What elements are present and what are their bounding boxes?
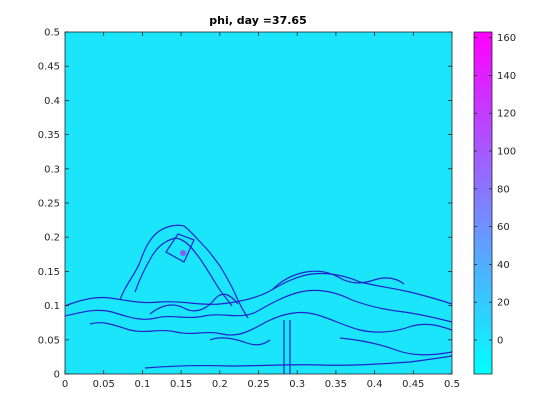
contour-peak-outer (119, 224, 249, 319)
colorbar-tick-label: 40 (497, 260, 510, 271)
field-background (65, 32, 452, 374)
peak-hotspot (180, 250, 186, 256)
contour-lines (65, 224, 452, 374)
contour-ridge-3 (89, 311, 452, 336)
x-tick-label: 0.4 (367, 379, 383, 390)
x-tick-label: 0.1 (134, 379, 150, 390)
contour-ridge-2 (65, 289, 452, 323)
x-tick-label: 0.05 (93, 379, 115, 390)
colorbar-ticks: 0 20 40 60 80 100 120 140 160 (474, 33, 516, 346)
contour-peak-hole (165, 233, 195, 263)
colorbar (473, 31, 493, 375)
colorbar-tick-label: 120 (497, 109, 516, 120)
contour-ridge-4 (149, 293, 239, 315)
contour-base-right (339, 337, 452, 356)
x-tick-label: 0.3 (289, 379, 305, 390)
contour-base-long (144, 355, 452, 369)
y-tick-label: 0.25 (38, 199, 60, 210)
y-tick-label: 0.35 (38, 130, 60, 141)
contour-lower-left (209, 337, 271, 346)
y-tick-label: 0.4 (44, 96, 60, 107)
y-tick-label: 0.3 (44, 164, 60, 175)
y-tick-label: 0.15 (38, 267, 60, 278)
contour-ridge-1 (65, 272, 452, 307)
y-tick-label: 0.1 (44, 301, 60, 312)
y-tick-label: 0 (54, 370, 60, 381)
y-tick-label: 0.05 (38, 335, 60, 346)
contour-channel (283, 320, 291, 374)
y-axis-ticks: 0 0.05 0.1 0.15 0.2 0.25 0.3 0.35 0.4 0.45 0.5 (38, 28, 452, 381)
colorbar-tick-label: 100 (497, 147, 516, 158)
x-axis-ticks: 0 0.05 0.1 0.15 0.2 0.25 0.3 0.35 0.4 0.45 0.5 (62, 32, 460, 390)
x-tick-label: 0.15 (170, 379, 192, 390)
contour-peak-inner (134, 237, 233, 307)
colorbar-tick-label: 20 (497, 298, 510, 309)
x-tick-label: 0.45 (402, 379, 424, 390)
y-tick-label: 0.2 (44, 233, 60, 244)
x-tick-label: 0.35 (325, 379, 347, 390)
y-tick-label: 0.5 (44, 28, 60, 39)
x-tick-label: 0.2 (212, 379, 228, 390)
colorbar-tick-label: 140 (497, 71, 516, 82)
colorbar-tick-label: 0 (497, 335, 503, 346)
colorbar-tick-label: 80 (497, 184, 510, 195)
x-tick-label: 0.5 (444, 379, 460, 390)
colorbar-tick-label: 160 (497, 33, 516, 44)
colorbar-tick-label: 60 (497, 222, 510, 233)
plot-area (65, 32, 452, 374)
x-tick-label: 0 (62, 379, 68, 390)
x-tick-label: 0.25 (247, 379, 269, 390)
contour-right-hill (271, 270, 405, 291)
chart-title: phi, day =37.65 (209, 14, 306, 27)
y-tick-label: 0.45 (38, 62, 60, 73)
